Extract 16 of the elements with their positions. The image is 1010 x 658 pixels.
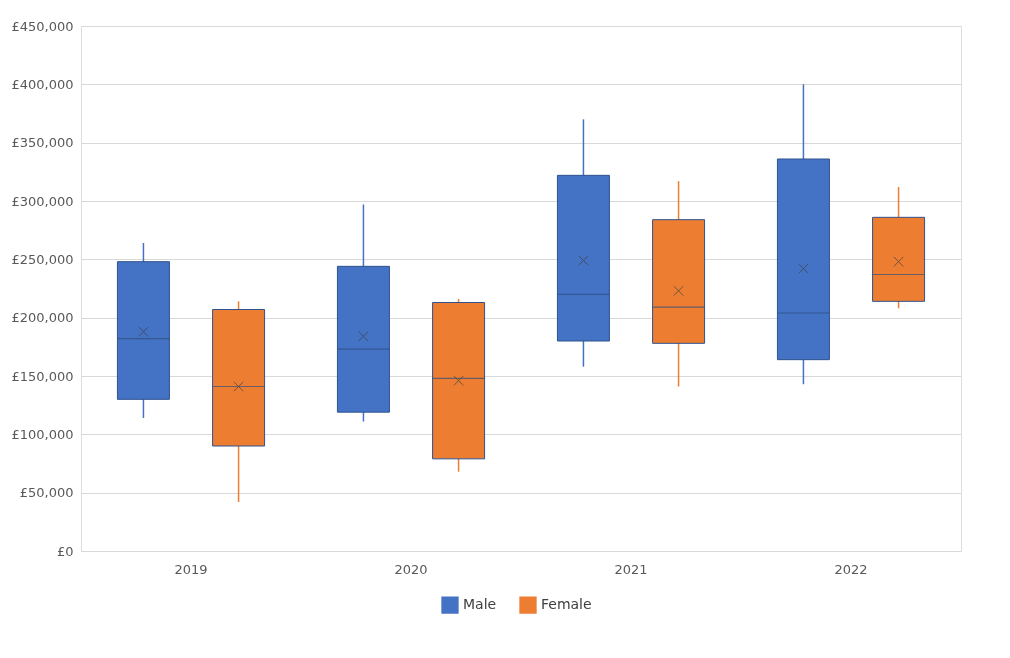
y-tick-label: £450,000 bbox=[11, 18, 74, 34]
y-tick-label: £150,000 bbox=[11, 368, 74, 384]
legend-label: Male bbox=[463, 596, 497, 613]
x-tick-label: 2021 bbox=[614, 561, 648, 577]
x-tick-label: 2022 bbox=[834, 561, 868, 577]
y-tick-label: £0 bbox=[56, 543, 74, 559]
x-tick-label: 2020 bbox=[394, 561, 428, 577]
y-tick-label: £100,000 bbox=[11, 426, 74, 442]
y-tick-label: £200,000 bbox=[11, 310, 74, 326]
y-tick-label: £350,000 bbox=[11, 135, 74, 151]
x-tick-label: 2019 bbox=[174, 561, 208, 577]
y-tick-label: £50,000 bbox=[19, 485, 74, 501]
legend-label: Female bbox=[541, 596, 592, 613]
y-tick-label: £250,000 bbox=[11, 251, 74, 267]
y-tick-label: £300,000 bbox=[11, 193, 74, 209]
y-tick-label: £400,000 bbox=[11, 76, 74, 92]
